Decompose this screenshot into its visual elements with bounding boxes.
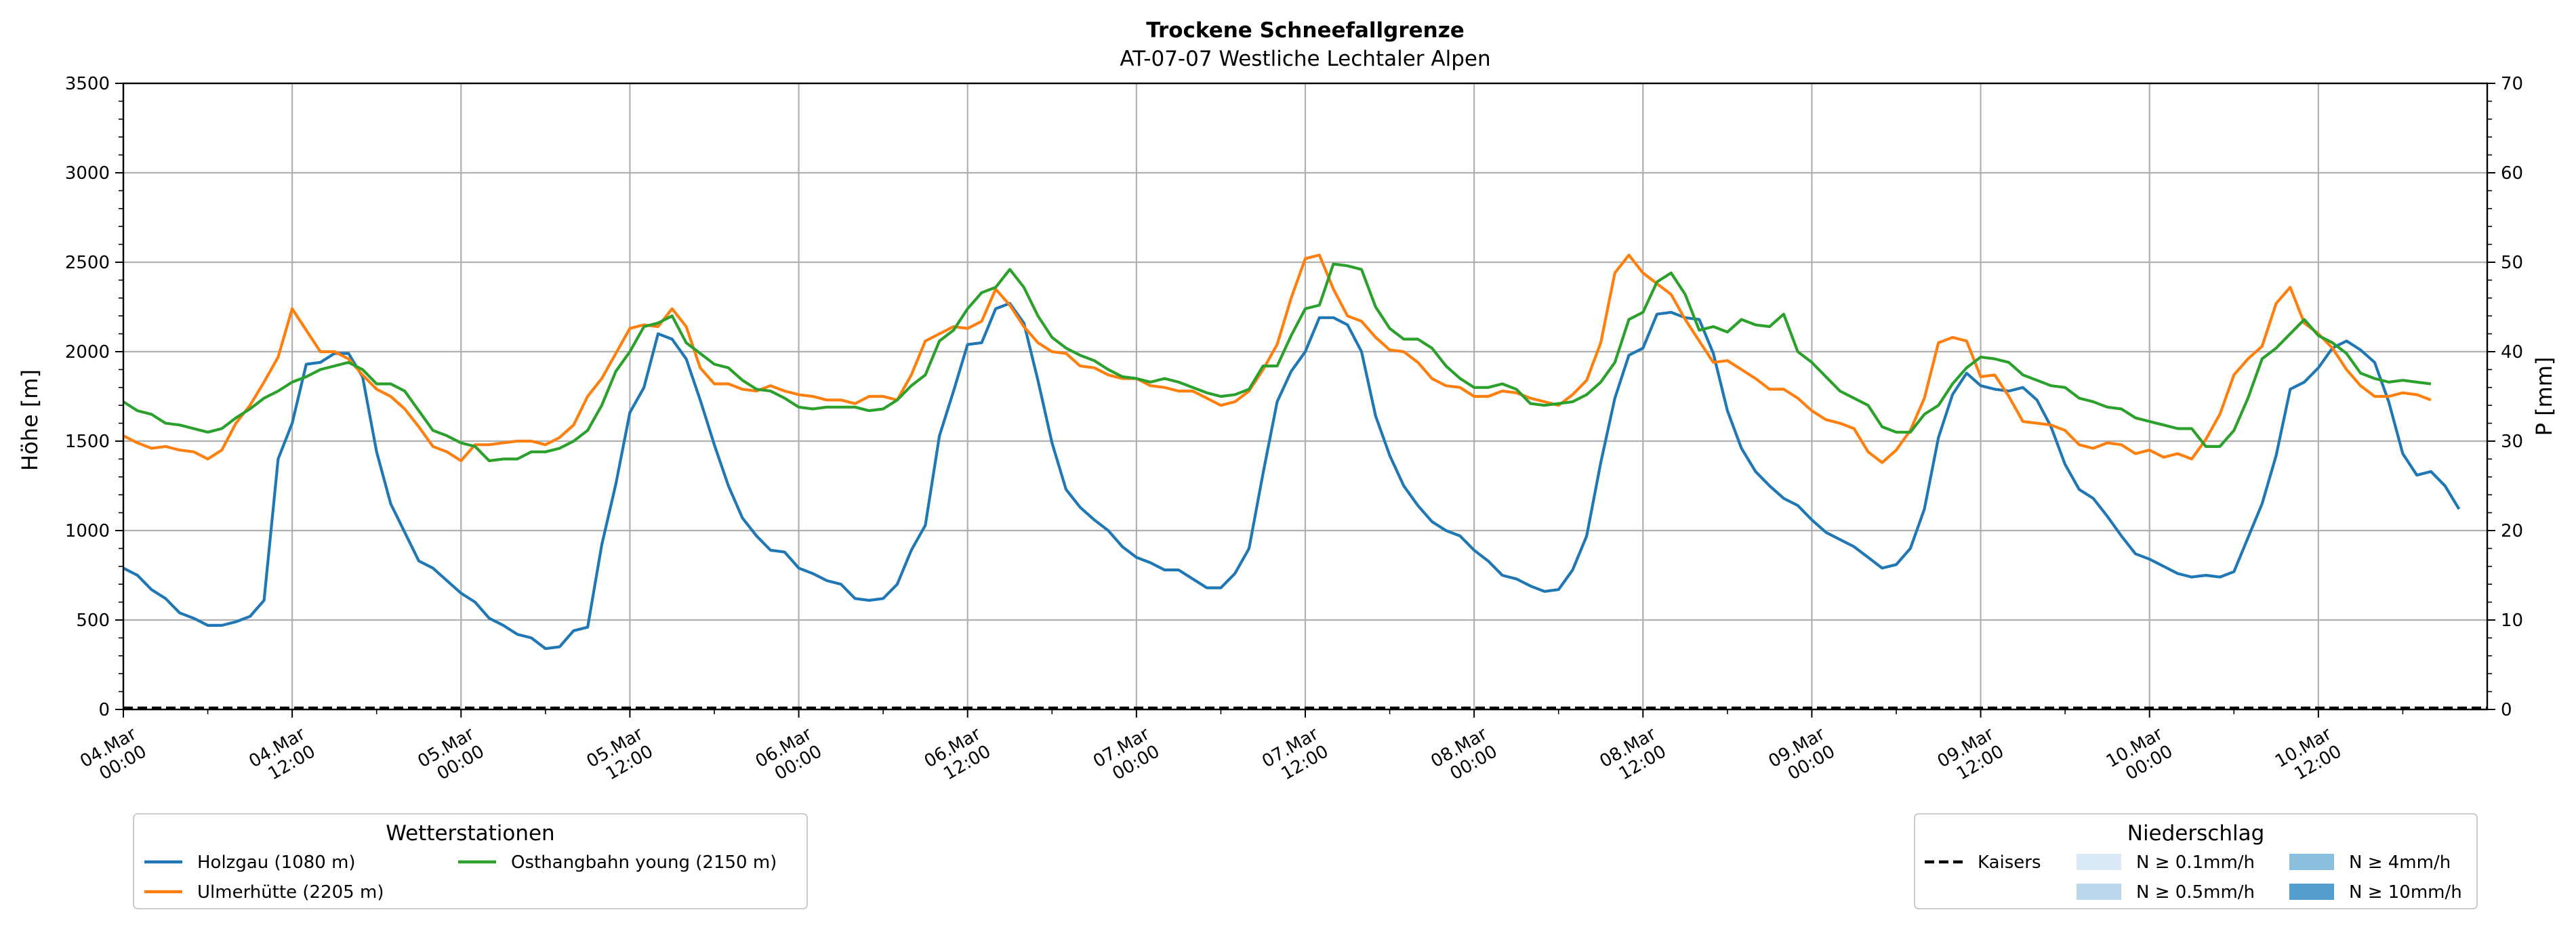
y2-tick-label: 30 [2501, 432, 2523, 452]
series-layer [122, 253, 2461, 651]
legend-precip-title: Niederschlag [2127, 821, 2265, 846]
y-tick-label: 3500 [65, 74, 110, 94]
legend-precip-frame [1914, 813, 2478, 909]
legend-label-series-2: Ulmerhütte (2205 m) [197, 882, 384, 903]
legend-precip: Niederschlag Kaisers N ≥ 0.1mm/h N ≥ 0.5mm… [1914, 813, 2478, 909]
y-tick-label: 1500 [65, 432, 110, 452]
legend-label-series-1: Holzgau (1080 m) [197, 852, 356, 873]
legend-swatch-precip-4 [2289, 884, 2334, 900]
y2-tick-label: 10 [2501, 611, 2523, 631]
legend-label-precip-2: N ≥ 0.5mm/h [2136, 882, 2255, 903]
y-tick-label: 500 [76, 611, 110, 631]
y-tick-label: 2000 [65, 342, 110, 363]
y2-axis-label: P [mm] [2531, 357, 2557, 436]
legend-stations-title: Wetterstationen [386, 821, 554, 846]
y-tick-label: 3000 [65, 163, 110, 184]
y-tick-label: 1000 [65, 521, 110, 541]
legend-label-precip-4: N ≥ 10mm/h [2349, 882, 2462, 903]
y-tick-label: 2500 [65, 253, 110, 273]
y2-tick-label: 40 [2501, 342, 2523, 363]
series-line-2 [123, 253, 2432, 464]
chart-subtitle: AT-07-07 Westliche Lechtaler Alpen [1120, 47, 1490, 71]
chart-title: Trockene Schneefallgrenze [1146, 18, 1465, 43]
legend-swatch-precip-1 [2077, 854, 2121, 870]
y-axis-ticks: 0 500 1000 1500 2000 2500 3000 3500 [65, 74, 123, 720]
y2-axis-ticks: 0 10 20 30 40 50 60 70 [2487, 74, 2523, 720]
y-tick-label: 0 [98, 700, 110, 720]
y2-tick-label: 20 [2501, 521, 2523, 541]
series-line-1 [123, 302, 2461, 651]
y2-tick-label: 50 [2501, 253, 2523, 273]
legend-swatch-precip-3 [2289, 854, 2334, 870]
legend-label-precip-3: N ≥ 4mm/h [2349, 852, 2451, 873]
legend-swatch-precip-2 [2077, 884, 2121, 900]
legend-label-series-3: Osthangbahn young (2150 m) [511, 852, 777, 873]
legend-stations: Wetterstationen Holzgau (1080 m) Ulmerhüt… [133, 813, 808, 909]
y2-tick-label: 70 [2501, 74, 2523, 94]
y2-tick-label: 60 [2501, 163, 2523, 184]
legend-label-precip-1: N ≥ 0.1mm/h [2136, 852, 2255, 873]
series-line-3 [122, 262, 2432, 463]
legend-label-precip-0: Kaisers [1978, 852, 2041, 873]
y2-tick-label: 0 [2501, 700, 2512, 720]
y-axis-label: Höhe [m] [17, 369, 43, 471]
